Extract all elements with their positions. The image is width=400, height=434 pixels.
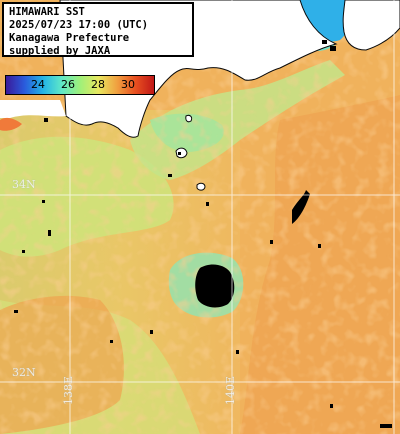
- scale-tick-26: 26: [61, 78, 75, 91]
- lat-label-34n: 34N: [12, 178, 36, 191]
- scale-tick-24: 24: [31, 78, 45, 91]
- info-title: HIMAWARI SST: [9, 6, 85, 18]
- cloud-specks: [14, 40, 392, 428]
- info-datetime: 2025/07/23 17:00 (UTC): [9, 19, 149, 31]
- info-box: HIMAWARI SST 2025/07/23 17:00 (UTC) Kana…: [2, 2, 194, 57]
- land-small-island-a: [196, 182, 206, 191]
- sst-warm-spot-west: [0, 117, 22, 131]
- scale-tick-30: 30: [121, 78, 135, 91]
- lon-label-140e: 140E: [224, 376, 237, 406]
- cloud-east-streak: [292, 190, 310, 224]
- color-scale-bar: 24 26 28 30: [5, 75, 155, 95]
- land-boso: [342, 0, 400, 51]
- info-credit: supplied by JAXA: [9, 45, 111, 57]
- land-oshima: [175, 147, 188, 159]
- lat-label-32n: 32N: [12, 366, 36, 379]
- scale-tick-28: 28: [91, 78, 105, 91]
- land-west-coast: [0, 100, 66, 118]
- land-small-island-b: [185, 114, 193, 123]
- lon-label-138e: 138E: [62, 376, 75, 406]
- cloud-eddy: [195, 264, 235, 308]
- info-region: Kanagawa Prefecture: [9, 32, 130, 44]
